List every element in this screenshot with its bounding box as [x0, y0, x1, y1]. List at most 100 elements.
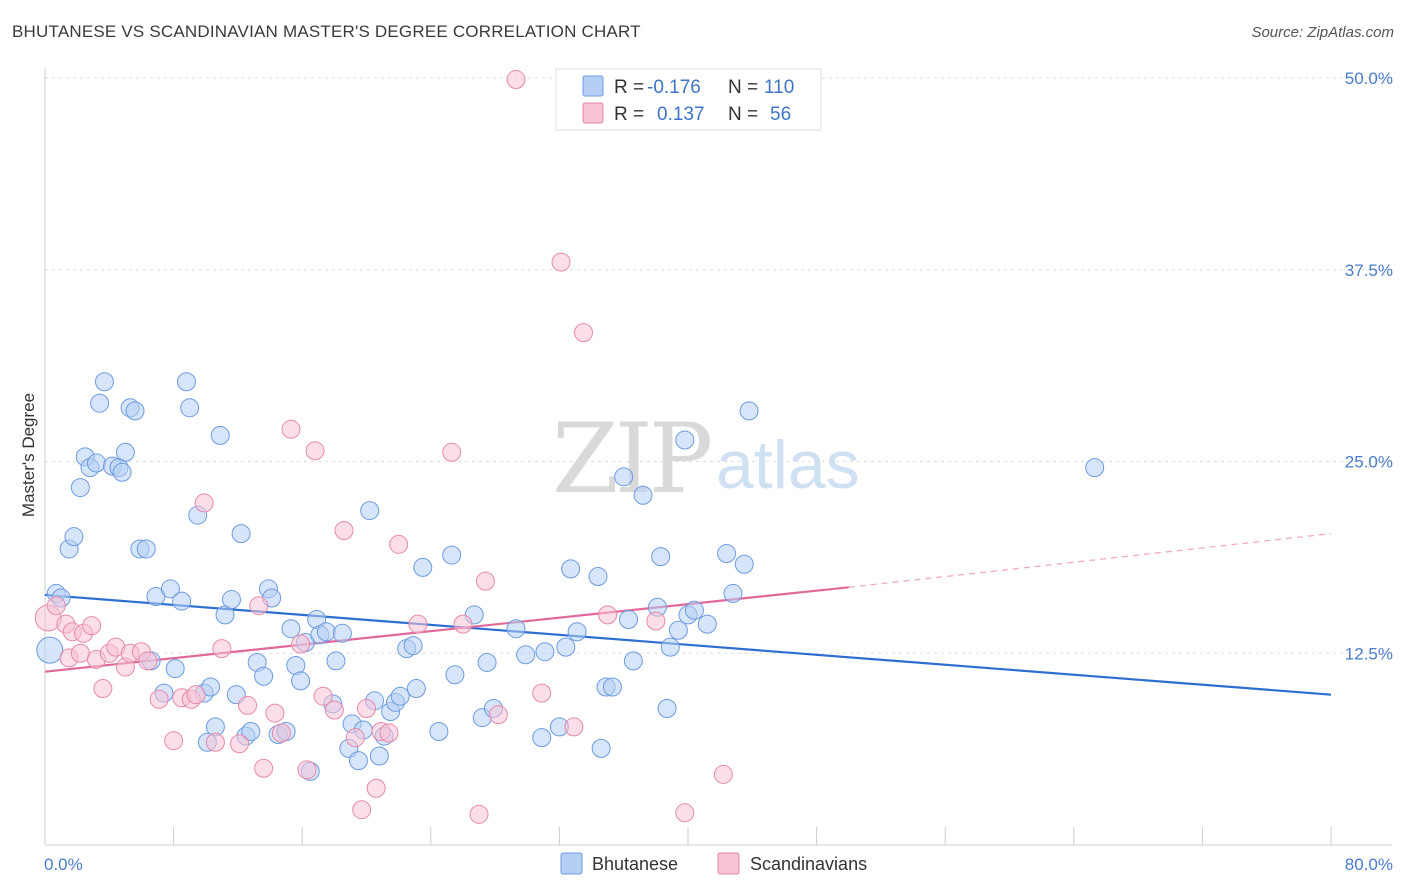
- data-point: [445, 665, 465, 685]
- data-point: [194, 493, 214, 513]
- source-note: Source: ZipAtlas.com: [1251, 24, 1394, 41]
- data-point: [221, 590, 241, 610]
- data-point: [684, 600, 704, 620]
- data-point: [64, 527, 84, 547]
- data-points: [34, 70, 1105, 824]
- data-point: [646, 611, 666, 631]
- data-point: [390, 686, 410, 706]
- data-point: [160, 579, 180, 599]
- bottom-legend-label-scandinavians: Scandinavians: [750, 854, 867, 874]
- data-point: [723, 583, 743, 603]
- data-point: [291, 671, 311, 691]
- data-point: [138, 651, 158, 671]
- bottom-legend-swatch-scandinavians: [717, 852, 740, 875]
- data-point: [238, 695, 258, 715]
- legend-n-value: 56: [770, 104, 791, 125]
- data-point: [326, 651, 346, 671]
- data-point: [588, 567, 608, 587]
- data-point: [697, 614, 717, 634]
- legend-r-label: R =: [614, 104, 644, 125]
- data-point: [453, 614, 473, 634]
- data-point: [623, 651, 643, 671]
- data-point: [334, 521, 354, 541]
- data-point: [551, 252, 571, 272]
- y-tick-label: 12.5%: [1345, 644, 1393, 663]
- legend-r-label: R =: [614, 77, 644, 98]
- data-point: [291, 634, 311, 654]
- data-point: [316, 622, 336, 642]
- data-point: [614, 467, 634, 487]
- data-point: [90, 393, 110, 413]
- bottom-legend-swatch-bhutanese: [560, 852, 583, 875]
- y-tick-label: 50.0%: [1345, 69, 1393, 88]
- data-point: [567, 622, 587, 642]
- data-point: [112, 462, 132, 482]
- data-point: [230, 734, 250, 754]
- data-point: [574, 323, 594, 343]
- data-point: [46, 596, 66, 616]
- y-tick-label: 37.5%: [1345, 261, 1393, 280]
- data-point: [176, 372, 196, 392]
- data-point: [413, 557, 433, 577]
- data-point: [668, 620, 688, 640]
- data-point: [598, 605, 618, 625]
- data-point: [477, 652, 497, 672]
- data-point: [186, 685, 206, 705]
- data-point: [475, 571, 495, 591]
- data-point: [164, 731, 184, 751]
- legend-swatch-bhutanese: [582, 75, 604, 97]
- data-point: [205, 732, 225, 752]
- data-point: [675, 803, 695, 823]
- data-point: [281, 619, 301, 639]
- data-point: [379, 723, 399, 743]
- data-point: [469, 804, 489, 824]
- data-point: [165, 659, 185, 679]
- legend-r-value: -0.176: [647, 77, 701, 98]
- data-point: [532, 683, 552, 703]
- data-point: [86, 453, 106, 473]
- data-point: [556, 637, 576, 657]
- watermark-atlas: atlas: [716, 427, 860, 503]
- data-point: [389, 534, 409, 554]
- data-point: [506, 619, 526, 639]
- data-point: [406, 679, 426, 699]
- axes: [44, 68, 1392, 846]
- data-point: [739, 401, 759, 421]
- data-point: [651, 547, 671, 567]
- data-point: [657, 698, 677, 718]
- data-point: [352, 800, 372, 820]
- data-point: [297, 760, 317, 780]
- data-point: [633, 485, 653, 505]
- trend-line-extension: [848, 532, 1332, 588]
- data-point: [210, 425, 230, 445]
- data-point: [591, 738, 611, 758]
- data-point: [429, 721, 449, 741]
- data-point: [1085, 458, 1105, 478]
- data-point: [348, 751, 368, 771]
- legend-n-label: N =: [728, 104, 758, 125]
- data-point: [281, 419, 301, 439]
- x-tick-label: 0.0%: [44, 855, 83, 874]
- watermark: ZIP atlas: [552, 403, 860, 515]
- y-axis-label: Master's Degree: [19, 393, 38, 517]
- data-point: [136, 539, 156, 559]
- legend-n-value: 110: [764, 77, 794, 98]
- data-point: [231, 524, 251, 544]
- data-point: [561, 559, 581, 579]
- x-tick-labels: 0.0% 80.0%: [44, 855, 1393, 874]
- data-point: [366, 778, 386, 798]
- data-point: [265, 703, 285, 723]
- legend-r-value: 0.137: [657, 104, 705, 125]
- data-point: [172, 591, 192, 611]
- data-point: [305, 441, 325, 461]
- data-point: [93, 679, 113, 699]
- data-point: [602, 677, 622, 697]
- data-point: [115, 442, 135, 462]
- data-point: [324, 700, 344, 720]
- trend-line: [44, 586, 849, 673]
- data-point: [345, 728, 365, 748]
- data-point: [249, 596, 269, 616]
- data-point: [94, 372, 114, 392]
- data-point: [82, 616, 102, 636]
